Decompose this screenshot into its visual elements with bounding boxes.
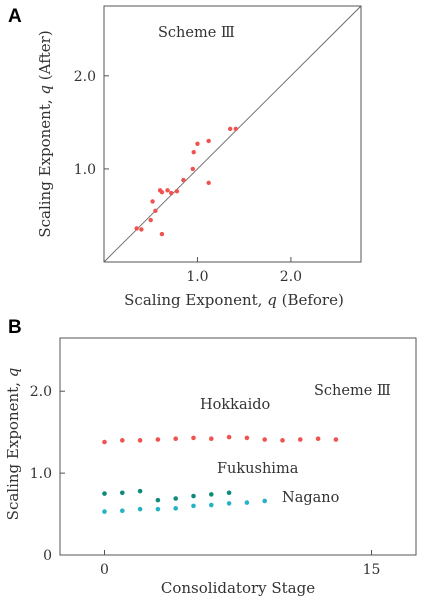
- panel-a-data-point: [148, 217, 153, 223]
- panel-a-x-axis-label-post: (Before): [277, 291, 344, 309]
- panel-b-x-tick-label: 0: [100, 562, 109, 578]
- panel-a-data-point: [191, 149, 196, 155]
- point-hokkaido: [280, 438, 285, 443]
- panel-b-y-tick-label: 2.0: [30, 384, 52, 400]
- panel-b: B 0 15 0 1.0 2.0 Scheme Ⅲ Hokkaido Fukushima…: [4, 317, 417, 597]
- point-fukushima: [226, 490, 232, 496]
- panel-b-x-axis-label: Consolidatory Stage: [161, 579, 315, 597]
- point-nagano: [244, 500, 250, 505]
- point-hokkaido: [244, 435, 250, 441]
- panel-a-x-tick-label: 2.0: [280, 269, 302, 285]
- series-label-fukushima: Fukushima: [217, 461, 299, 477]
- panel-b-y-tick-label: 0: [43, 548, 52, 564]
- point-nagano: [155, 506, 161, 512]
- point-fukushima: [155, 497, 161, 503]
- panel-a-data-point: [233, 126, 238, 132]
- panel-a-x-axis-label-q: q: [267, 291, 277, 309]
- point-nagano: [120, 508, 125, 514]
- panel-a-data-point: [150, 199, 155, 204]
- panel-a-identity-line: [103, 5, 362, 263]
- panel-a-data-point: [139, 227, 144, 232]
- panel-a-x-tick-label: 1.0: [186, 269, 208, 285]
- point-hokkaido: [298, 437, 303, 442]
- point-hokkaido: [315, 436, 321, 442]
- panel-b-y-tick-label: 1.0: [30, 466, 52, 482]
- panel-b-ticks: 0 15 0 1.0 2.0: [30, 384, 381, 578]
- panel-a-data-point: [227, 126, 233, 132]
- panel-a-y-axis-label-post: (After): [36, 30, 54, 85]
- panel-a-data-point: [181, 177, 186, 183]
- panel-a-data-point: [206, 138, 211, 144]
- point-hokkaido: [191, 435, 196, 441]
- panel-a-data-point: [174, 189, 180, 194]
- panel-a-data-point: [169, 190, 174, 196]
- panel-a-x-axis-label-pre: Scaling Exponent,: [124, 291, 267, 309]
- point-hokkaido: [226, 434, 232, 440]
- panel-a-y-tick-label: 2.0: [74, 69, 96, 85]
- panel-a-plot-frame: [103, 5, 362, 263]
- point-nagano: [173, 506, 178, 511]
- panel-b-y-axis-label-q: q: [4, 368, 22, 378]
- panel-a-data-point: [159, 189, 165, 195]
- point-nagano: [262, 498, 268, 504]
- series-label-hokkaido: Hokkaido: [200, 397, 270, 413]
- point-nagano: [137, 506, 143, 512]
- panel-b-letter: B: [8, 317, 22, 338]
- panel-a-data-point: [206, 180, 211, 186]
- panel-a-data-point: [165, 188, 170, 193]
- panel-b-x-tick-label: 15: [363, 562, 381, 578]
- panel-a-letter: A: [8, 6, 22, 27]
- point-nagano: [191, 503, 196, 509]
- panel-a-ticks: 1.0 2.0 1.0 2.0: [74, 69, 302, 285]
- panel-a-data-point: [190, 166, 195, 172]
- panel-a-data-point: [195, 141, 200, 146]
- panel-a-x-axis-label: Scaling Exponent, q (Before): [124, 291, 344, 309]
- panel-a-data-point: [134, 226, 139, 231]
- panel-a-y-axis-label-q: q: [36, 85, 54, 95]
- point-hokkaido: [209, 436, 214, 442]
- panel-a-points: [134, 126, 238, 237]
- panel-b-points: [102, 434, 339, 514]
- point-fukushima: [137, 488, 143, 494]
- point-fukushima: [102, 491, 107, 496]
- point-fukushima: [120, 490, 125, 496]
- series-label-nagano: Nagano: [282, 490, 339, 506]
- panel-a: A 1.0 2.0 1.0 2.0 Scheme Ⅲ Scaling Exponent…: [8, 5, 362, 309]
- panel-b-annotation: Scheme Ⅲ: [314, 383, 391, 399]
- point-hokkaido: [333, 437, 339, 442]
- point-hokkaido: [173, 436, 178, 442]
- point-hokkaido: [120, 438, 125, 443]
- point-nagano: [102, 509, 107, 514]
- point-hokkaido: [137, 438, 143, 443]
- panel-a-y-axis-label: Scaling Exponent, q (After): [36, 30, 54, 237]
- panel-b-plot-frame: [59, 337, 417, 556]
- panel-b-y-axis-label-pre: Scaling Exponent,: [4, 377, 22, 520]
- point-nagano: [209, 502, 214, 508]
- point-fukushima: [173, 496, 178, 501]
- point-hokkaido: [102, 439, 107, 445]
- point-nagano: [226, 501, 232, 506]
- point-hokkaido: [155, 437, 161, 442]
- panel-a-annotation: Scheme Ⅲ: [158, 25, 235, 41]
- panel-a-data-point: [159, 231, 165, 237]
- panel-a-y-tick-label: 1.0: [74, 162, 96, 178]
- panel-a-y-axis-label-pre: Scaling Exponent,: [36, 95, 54, 238]
- point-fukushima: [191, 493, 196, 499]
- point-fukushima: [209, 492, 214, 497]
- panel-b-y-axis-label: Scaling Exponent, q: [4, 368, 22, 521]
- point-hokkaido: [262, 437, 268, 442]
- panel-a-data-point: [153, 208, 158, 213]
